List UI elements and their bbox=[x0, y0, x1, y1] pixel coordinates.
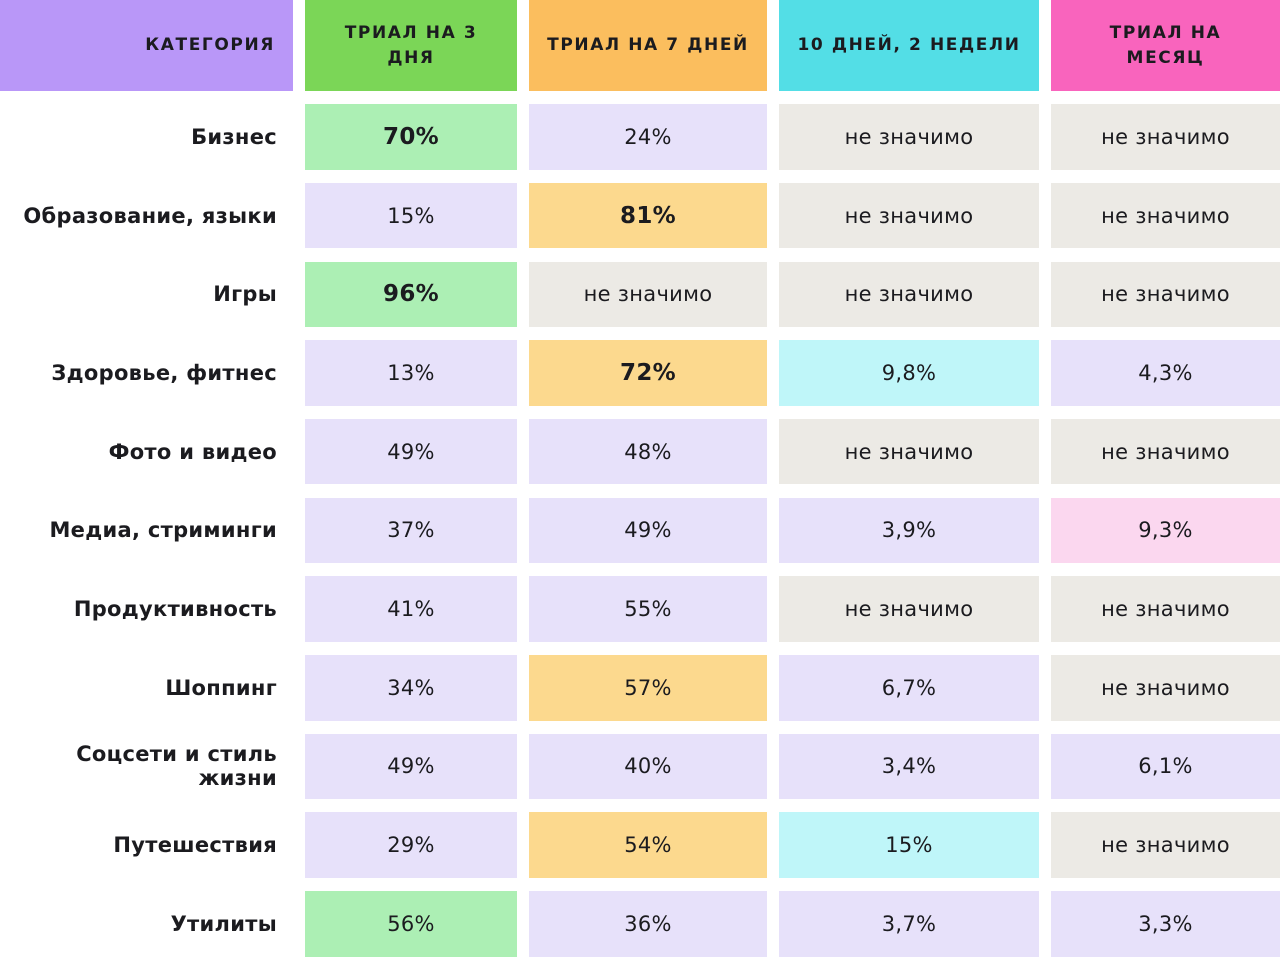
row-label: Фото и видео bbox=[108, 439, 277, 464]
category-column-header: КАТЕГОРИЯ bbox=[0, 0, 293, 91]
value-cell: 48% bbox=[529, 418, 767, 485]
value-cell: не значимо bbox=[1051, 261, 1280, 328]
value-cell: 34% bbox=[305, 655, 517, 721]
row-label: Здоровье, фитнес bbox=[51, 361, 277, 385]
row-label: Образование, языки bbox=[23, 203, 277, 228]
value-cell: не значимо bbox=[1051, 576, 1280, 642]
value-cell: 3,7% bbox=[779, 891, 1039, 957]
value-cell: 56% bbox=[305, 891, 517, 957]
value-cell: не значимо bbox=[1051, 655, 1280, 721]
value-cell: 15% bbox=[305, 182, 517, 249]
value-cell: 15% bbox=[779, 812, 1039, 878]
row-label: Бизнес bbox=[191, 124, 277, 149]
column-header-10-days-2-weeks: 10 ДНЕЙ, 2 НЕДЕЛИ bbox=[779, 0, 1039, 91]
value-cell: не значимо bbox=[529, 261, 767, 328]
value-cell: 3,4% bbox=[779, 733, 1039, 800]
row-label: Медиа, стриминги bbox=[49, 518, 277, 543]
row-label: Путешествия bbox=[113, 833, 277, 858]
value-cell: 24% bbox=[529, 104, 767, 170]
value-cell: 49% bbox=[529, 497, 767, 564]
value-cell: 40% bbox=[529, 733, 767, 800]
row-label: Продуктивность bbox=[73, 597, 277, 622]
column-header-trial-7-days: ТРИАЛ НА 7 ДНЕЙ bbox=[529, 0, 767, 91]
value-cell: 4,3% bbox=[1051, 340, 1280, 406]
row-label: Соцсети и стиль жизни bbox=[76, 742, 277, 791]
column-header-trial-month: ТРИАЛ НА МЕСЯЦ bbox=[1051, 0, 1280, 91]
value-cell: 9,8% bbox=[779, 340, 1039, 406]
value-cell: 96% bbox=[305, 261, 517, 328]
value-cell: 6,1% bbox=[1051, 733, 1280, 800]
value-cell: не значимо bbox=[779, 418, 1039, 485]
value-cell: 13% bbox=[305, 340, 517, 406]
value-cell: не значимо bbox=[1051, 418, 1280, 485]
value-cell: 3,9% bbox=[779, 497, 1039, 564]
value-cell: 3,3% bbox=[1051, 891, 1280, 957]
value-cell: не значимо bbox=[779, 182, 1039, 249]
value-cell: 54% bbox=[529, 812, 767, 878]
value-cell: не значимо bbox=[779, 576, 1039, 642]
value-cell: 49% bbox=[305, 418, 517, 485]
value-cell: 37% bbox=[305, 497, 517, 564]
value-cell: 29% bbox=[305, 812, 517, 878]
value-cell: 57% bbox=[529, 655, 767, 721]
value-cell: не значимо bbox=[779, 261, 1039, 328]
value-cell: 41% bbox=[305, 576, 517, 642]
column-header-trial-3-days: ТРИАЛ НА 3 ДНЯ bbox=[305, 0, 517, 91]
value-cell: не значимо bbox=[1051, 812, 1280, 878]
value-cell: 6,7% bbox=[779, 655, 1039, 721]
value-cell: 70% bbox=[305, 104, 517, 170]
row-label: Игры bbox=[213, 282, 277, 307]
value-cell: не значимо bbox=[1051, 104, 1280, 170]
value-cell: не значимо bbox=[1051, 182, 1280, 249]
row-label: Шоппинг bbox=[165, 675, 277, 700]
row-label: Утилиты bbox=[170, 911, 277, 936]
value-cell: 81% bbox=[529, 182, 767, 249]
value-cell: 72% bbox=[529, 340, 767, 406]
value-cell: 49% bbox=[305, 733, 517, 800]
value-cell: 9,3% bbox=[1051, 497, 1280, 564]
value-cell: 36% bbox=[529, 891, 767, 957]
value-cell: 55% bbox=[529, 576, 767, 642]
value-cell: не значимо bbox=[779, 104, 1039, 170]
